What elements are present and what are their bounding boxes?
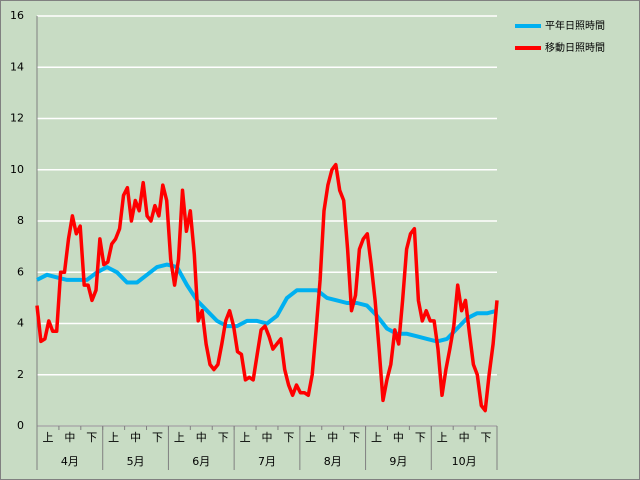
- x-group-label: 4月: [61, 455, 79, 468]
- x-tick-label: 中: [196, 431, 207, 444]
- x-tick-label: 上: [305, 431, 316, 444]
- x-tick-label: 上: [108, 431, 119, 444]
- x-tick-label: 下: [481, 431, 492, 444]
- x-tick-label: 中: [327, 431, 338, 444]
- line-series: [35, 162, 499, 413]
- x-group-label: 8月: [324, 455, 342, 468]
- x-tick-label: 下: [283, 431, 294, 444]
- x-tick-label: 上: [174, 431, 185, 444]
- x-tick-label: 下: [218, 431, 229, 444]
- x-group-label: 9月: [389, 455, 407, 468]
- y-tick-label: 2: [17, 368, 24, 381]
- x-group-label: 10月: [452, 455, 477, 468]
- y-tick-label: 8: [17, 214, 24, 227]
- y-tick-label: 12: [10, 112, 24, 125]
- x-tick-label: 下: [415, 431, 426, 444]
- line-series: [36, 262, 498, 344]
- x-tick-label: 上: [42, 431, 53, 444]
- y-tick-label: 6: [17, 265, 24, 278]
- y-tick-label: 0: [17, 419, 24, 432]
- y-tick-label: 16: [10, 9, 24, 22]
- x-tick-label: 中: [130, 431, 141, 444]
- x-tick-label: 上: [240, 431, 251, 444]
- y-tick-label: 10: [10, 163, 24, 176]
- x-tick-label: 下: [86, 431, 97, 444]
- x-group-label: 5月: [127, 455, 145, 468]
- y-tick-label: 14: [10, 60, 24, 73]
- y-tick-label: 4: [17, 317, 24, 330]
- x-tick-label: 上: [437, 431, 448, 444]
- legend-label: 平年日照時間: [545, 19, 605, 32]
- x-tick-label: 上: [371, 431, 382, 444]
- x-group-label: 7月: [258, 455, 276, 468]
- x-group-label: 6月: [192, 455, 210, 468]
- x-tick-label: 下: [349, 431, 360, 444]
- x-tick-label: 中: [459, 431, 470, 444]
- legend-label: 移動日照時間: [545, 41, 605, 54]
- x-tick-label: 中: [64, 431, 75, 444]
- x-tick-label: 中: [262, 431, 273, 444]
- x-tick-label: 下: [152, 431, 163, 444]
- x-tick-label: 中: [393, 431, 404, 444]
